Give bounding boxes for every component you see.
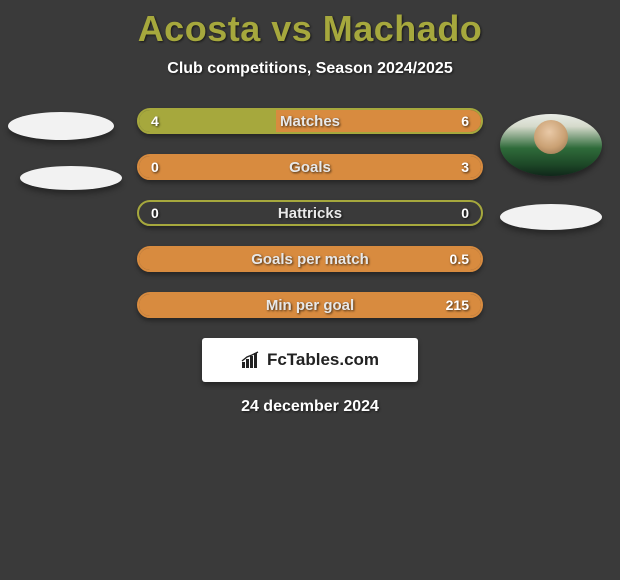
stat-bar-label: Goals per match [139, 248, 481, 270]
player-right-avatar [500, 114, 602, 176]
stat-bar-right-value: 0 [461, 202, 469, 224]
player-left-avatar [8, 112, 114, 140]
stat-bar-label: Matches [139, 110, 481, 132]
stat-bars-container: Matches46Goals03Hattricks00Goals per mat… [137, 108, 483, 318]
stat-bar-right-value: 215 [446, 294, 469, 316]
stat-bar: Min per goal215 [137, 292, 483, 318]
player-left-club-badge [20, 166, 122, 190]
stat-bar-right-value: 0.5 [450, 248, 469, 270]
stat-bar-label: Hattricks [139, 202, 481, 224]
stat-bar-left-value: 0 [151, 202, 159, 224]
stat-bar-label: Goals [139, 156, 481, 178]
footer-date: 24 december 2024 [0, 398, 620, 416]
bar-chart-icon [241, 351, 261, 369]
stat-bar-right-value: 6 [461, 110, 469, 132]
page-title: Acosta vs Machado [0, 8, 620, 50]
stat-bar: Matches4 6 [137, 108, 483, 134]
comparison-card: Acosta vs Machado Club competitions, Sea… [0, 0, 620, 416]
stat-bar: Goals0 3 [137, 154, 483, 180]
stat-bar-left-value: 0 [151, 156, 159, 178]
page-subtitle: Club competitions, Season 2024/2025 [0, 60, 620, 78]
stat-bar-left-value: 4 [151, 110, 159, 132]
comparison-stage: Matches46Goals03Hattricks00Goals per mat… [0, 108, 620, 416]
stat-bar-label: Min per goal [139, 294, 481, 316]
brand-badge[interactable]: FcTables.com [202, 338, 418, 382]
player-right-club-badge [500, 204, 602, 230]
stat-bar: Goals per match0.5 [137, 246, 483, 272]
brand-text: FcTables.com [267, 350, 379, 370]
stat-bar-right-value: 3 [461, 156, 469, 178]
stat-bar: Hattricks0 0 [137, 200, 483, 226]
